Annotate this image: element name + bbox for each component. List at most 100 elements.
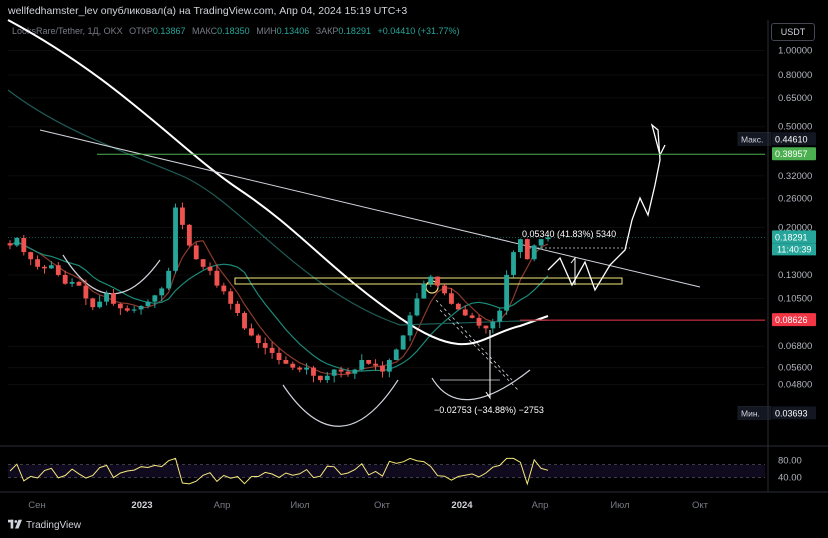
candle-body	[442, 285, 447, 294]
candle-body	[504, 274, 510, 311]
candle-body	[297, 367, 303, 370]
y-tick-label: 0.65000	[778, 93, 812, 104]
candle-body	[476, 317, 482, 326]
high-label: МАКС	[191, 26, 218, 36]
candle-body	[255, 335, 261, 344]
x-tick-label: 2023	[131, 500, 152, 511]
candle-body	[414, 298, 420, 316]
cup-arc-main	[282, 379, 399, 427]
candle-body	[138, 306, 144, 310]
candle-body	[262, 343, 268, 348]
candle-body	[345, 371, 351, 374]
change-value: +0.04410 (+31.77%)	[377, 26, 460, 36]
candle-body	[42, 266, 47, 269]
x-tick-label: Сен	[28, 500, 45, 511]
price-label-name: Макс.	[741, 134, 763, 144]
candle-body	[469, 315, 475, 318]
candle-body	[228, 291, 234, 304]
levels	[8, 153, 765, 321]
measure-top-label: 0.05340 (41.83%) 5340	[522, 229, 616, 239]
open-value: 0.13867	[152, 26, 186, 36]
symbol-name[interactable]: LooksRare/Tether, 1Д, OKX	[12, 26, 123, 36]
candle-body	[97, 301, 103, 308]
candle-body	[200, 259, 206, 267]
candle-body	[407, 315, 413, 336]
currency-button[interactable]: USDT	[771, 23, 815, 41]
candle-body	[435, 276, 441, 286]
candle-body	[83, 285, 89, 299]
y-tick-label: 1.00000	[778, 45, 812, 56]
price-label-value: 0.18291	[775, 232, 808, 242]
candle-body	[462, 309, 468, 316]
candle-body	[304, 367, 310, 370]
time-axis[interactable]: Сен 2023 Апр Июл Окт 2024 Апр Июл Окт	[28, 500, 708, 511]
candle-body	[180, 207, 185, 225]
moving-averages	[7, 19, 549, 376]
candle-body	[21, 237, 27, 253]
price-label-box	[772, 132, 816, 146]
candle-body	[269, 347, 275, 353]
candle-body	[69, 281, 75, 284]
candle-body	[152, 295, 158, 302]
candle-body	[428, 276, 434, 284]
candle-body	[131, 309, 137, 311]
price-label-tag	[737, 132, 772, 146]
candle-body	[380, 365, 385, 372]
price-label-box	[772, 147, 816, 161]
ma-long-line	[7, 19, 549, 346]
annotations: 0.05340 (41.83%) 5340 −0.02753 (−34.88%) …	[434, 229, 616, 415]
candle-body	[55, 265, 61, 275]
candle-body	[166, 270, 172, 289]
trendline	[39, 129, 701, 288]
x-tick-label: 2024	[451, 500, 473, 511]
projection-arrow-up	[570, 256, 576, 285]
cup-arc-left	[62, 254, 161, 295]
price-label-value: 0.08626	[775, 315, 808, 325]
candle-body	[117, 303, 123, 309]
candle-body	[290, 363, 296, 368]
y-tick-label: 0.20000	[778, 223, 812, 234]
y-tick-label: 0.32000	[778, 171, 812, 182]
candle-body	[207, 266, 213, 271]
y-tick-label: 0.05600	[778, 363, 812, 374]
channel-lines	[435, 299, 519, 391]
projection-path	[547, 123, 666, 292]
price-axis[interactable]: 1.00000 0.80000 0.65000 0.50000 0.32000 0.260…	[737, 45, 816, 420]
osc-band	[8, 464, 765, 478]
candle-body	[35, 259, 41, 267]
candle-body	[159, 288, 165, 296]
y-tick-label: 0.26000	[778, 194, 812, 205]
candle-body	[311, 367, 316, 376]
candle-body	[449, 293, 454, 304]
y-tick-label: 0.80000	[778, 70, 812, 81]
price-label-value: 0.03693	[775, 408, 808, 418]
price-label-value: 0.38957	[775, 149, 808, 159]
candle-body	[214, 270, 220, 286]
price-label-tag	[737, 406, 772, 420]
osc-line	[9, 457, 549, 486]
candle-body	[359, 360, 365, 370]
candle-body	[235, 303, 241, 313]
candle-body	[111, 293, 116, 304]
candle-body	[248, 328, 254, 336]
candle-body	[28, 252, 34, 260]
candle-body	[538, 239, 544, 246]
candle-body	[545, 237, 551, 240]
candle-body	[373, 363, 378, 366]
candle-body	[531, 245, 537, 260]
osc-tick-label: 80.00	[778, 456, 802, 467]
low-label: МИН	[256, 26, 277, 36]
tradingview-logo[interactable]: TradingView	[8, 519, 81, 531]
x-tick-label: Окт	[374, 500, 391, 511]
y-tick-label: 0.06800	[778, 341, 812, 352]
high-value: 0.18350	[217, 26, 250, 36]
y-tick-label: 0.50000	[778, 122, 812, 133]
y-tick-label: 0.04800	[778, 380, 812, 391]
low-value: 0.13406	[276, 26, 310, 36]
candle-body	[104, 293, 109, 302]
candle-body	[124, 308, 130, 311]
x-tick-label: Июл	[290, 500, 309, 511]
candle-body	[76, 281, 82, 286]
candles	[7, 202, 551, 384]
